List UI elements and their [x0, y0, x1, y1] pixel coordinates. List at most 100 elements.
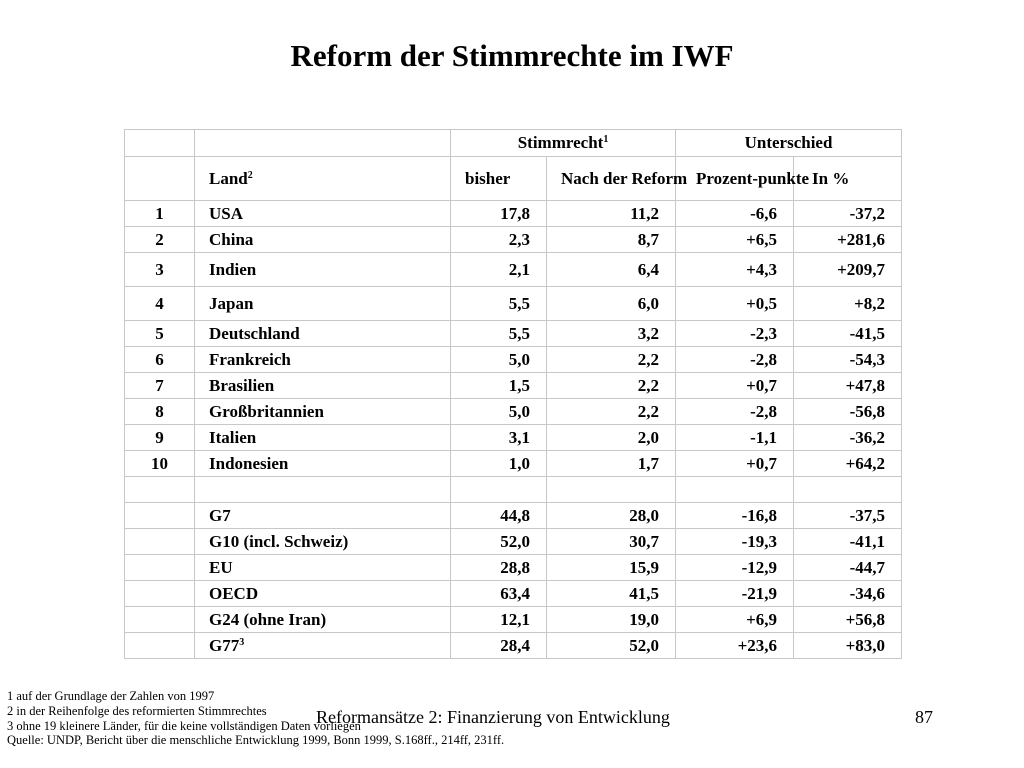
- pp-cell: -2,8: [675, 398, 795, 425]
- nach-cell: 11,2: [545, 200, 677, 227]
- pct-cell: +83,0: [793, 632, 903, 659]
- pp-cell: +4,3: [675, 252, 795, 287]
- footnote-marker: 3: [239, 636, 245, 648]
- bisher-cell: 5,0: [450, 346, 547, 373]
- pct-cell: -37,2: [793, 200, 903, 227]
- country-cell: Frankreich: [194, 346, 451, 373]
- bisher-cell: 5,5: [450, 286, 547, 321]
- bisher-cell: 28,4: [450, 632, 547, 659]
- table-row: 6 Frankreich 5,0 2,2 -2,8 -54,3: [124, 346, 903, 373]
- empty-cell: [124, 528, 195, 555]
- country-cell: Großbritannien: [194, 398, 451, 425]
- header-row-2: Land2 bisher Nach der Reform Prozent-pun…: [124, 156, 903, 201]
- pct-cell: -37,5: [793, 502, 903, 529]
- empty-cell: [124, 554, 195, 581]
- country-cell: Indonesien: [194, 450, 451, 477]
- bisher-cell: 28,8: [450, 554, 547, 581]
- pct-cell: +8,2: [793, 286, 903, 321]
- country-cell: Deutschland: [194, 320, 451, 347]
- empty-cell: [545, 476, 677, 503]
- table-row: 2 China 2,3 8,7 +6,5 +281,6: [124, 226, 903, 253]
- pct-cell: -44,7: [793, 554, 903, 581]
- table-row: 9 Italien 3,1 2,0 -1,1 -36,2: [124, 424, 903, 451]
- header-nach-der-reform: Nach der Reform: [545, 156, 687, 201]
- pp-cell: +0,7: [675, 450, 795, 477]
- table-row: 8 Großbritannien 5,0 2,2 -2,8 -56,8: [124, 398, 903, 425]
- bisher-cell: 63,4: [450, 580, 547, 607]
- country-cell: USA: [194, 200, 451, 227]
- group-cell: G10 (incl. Schweiz): [194, 528, 451, 555]
- rank-cell: 5: [124, 320, 195, 347]
- empty-cell: [124, 632, 195, 659]
- header-row-1: Stimmrecht1 Unterschied: [124, 129, 903, 157]
- pp-cell: +0,5: [675, 286, 795, 321]
- header-prozent-punkte: Prozent-punkte: [675, 156, 809, 201]
- group-cell: G773: [194, 632, 451, 659]
- header-land-label: Land: [209, 168, 248, 188]
- footnote: 2 in der Reihenfolge des reformierten St…: [7, 703, 267, 718]
- header-cell-empty: [124, 156, 195, 201]
- nach-cell: 28,0: [545, 502, 677, 529]
- group-row: G10 (incl. Schweiz) 52,0 30,7 -19,3 -41,…: [124, 528, 903, 555]
- pct-cell: -34,6: [793, 580, 903, 607]
- rank-cell: 9: [124, 424, 195, 451]
- pp-cell: -16,8: [675, 502, 795, 529]
- group-cell: G7: [194, 502, 451, 529]
- pp-cell: +23,6: [675, 632, 795, 659]
- bisher-cell: 2,3: [450, 226, 547, 253]
- pp-cell: -21,9: [675, 580, 795, 607]
- footnote: 1 auf der Grundlage der Zahlen von 1997: [7, 689, 215, 703]
- pp-cell: -2,8: [675, 346, 795, 373]
- pct-cell: -41,1: [793, 528, 903, 555]
- footnote-marker: 2: [247, 169, 253, 181]
- table-row: 1 USA 17,8 11,2 -6,6 -37,2: [124, 200, 903, 227]
- group-row: OECD 63,4 41,5 -21,9 -34,6: [124, 580, 903, 607]
- nach-cell: 8,7: [545, 226, 677, 253]
- rank-cell: 7: [124, 372, 195, 399]
- pp-cell: -12,9: [675, 554, 795, 581]
- footnote: 3 ohne 19 kleinere Länder, für die keine…: [7, 718, 361, 733]
- empty-cell: [194, 476, 451, 503]
- header-in-prozent: In %: [793, 156, 903, 201]
- bisher-cell: 5,5: [450, 320, 547, 347]
- table-row: 7 Brasilien 1,5 2,2 +0,7 +47,8: [124, 372, 903, 399]
- source-note: Quelle: UNDP, Bericht über die menschlic…: [7, 733, 505, 748]
- footnotes: 1 auf der Grundlage der Zahlen von 1997 …: [7, 689, 504, 748]
- header-cell-empty: [194, 129, 451, 157]
- pct-cell: -36,2: [793, 424, 903, 451]
- pct-cell: +47,8: [793, 372, 903, 399]
- group-row: EU 28,8 15,9 -12,9 -44,7: [124, 554, 903, 581]
- nach-cell: 2,2: [545, 398, 677, 425]
- group-cell: OECD: [194, 580, 451, 607]
- bisher-cell: 17,8: [450, 200, 547, 227]
- pp-cell: +6,5: [675, 226, 795, 253]
- header-bisher: bisher: [450, 156, 547, 201]
- bisher-cell: 5,0: [450, 398, 547, 425]
- rank-cell: 3: [124, 252, 195, 287]
- nach-cell: 41,5: [545, 580, 677, 607]
- slide-footer: Reformansätze 2: Finanzierung von Entwic…: [316, 707, 670, 727]
- pct-cell: -41,5: [793, 320, 903, 347]
- empty-cell: [675, 476, 795, 503]
- pp-cell: -2,3: [675, 320, 795, 347]
- header-stimmrecht: Stimmrecht1: [449, 129, 677, 157]
- nach-cell: 19,0: [545, 606, 677, 633]
- nach-cell: 2,2: [545, 372, 677, 399]
- empty-cell: [124, 606, 195, 633]
- pct-cell: -54,3: [793, 346, 903, 373]
- group-cell: EU: [194, 554, 451, 581]
- pct-cell: +209,7: [793, 252, 903, 287]
- header-unterschied: Unterschied: [675, 129, 903, 157]
- rank-cell: 6: [124, 346, 195, 373]
- country-cell: Japan: [194, 286, 451, 321]
- pp-cell: -19,3: [675, 528, 795, 555]
- table-row: 3 Indien 2,1 6,4 +4,3 +209,7: [124, 252, 903, 287]
- pp-cell: -6,6: [675, 200, 795, 227]
- country-cell: China: [194, 226, 451, 253]
- pct-cell: +64,2: [793, 450, 903, 477]
- group-cell: G24 (ohne Iran): [194, 606, 451, 633]
- bisher-cell: 3,1: [450, 424, 547, 451]
- nach-cell: 6,0: [545, 286, 677, 321]
- empty-cell: [124, 476, 195, 503]
- nach-cell: 2,0: [545, 424, 677, 451]
